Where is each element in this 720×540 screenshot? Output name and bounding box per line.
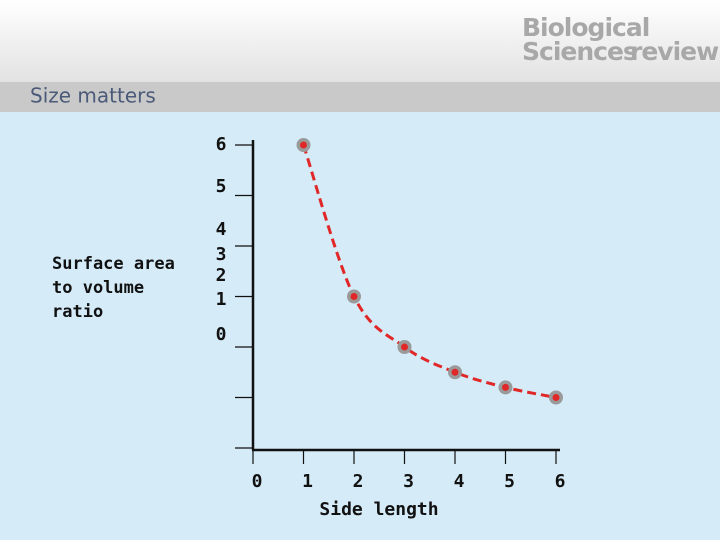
data-point: [549, 390, 563, 405]
x-tick-label: 4: [454, 471, 465, 492]
y-tick-label: 0: [216, 324, 227, 345]
x-tick-label: 1: [302, 471, 313, 492]
y-tick-label: 4: [216, 219, 227, 240]
x-tick-label: 5: [504, 471, 515, 492]
data-point: [397, 340, 412, 354]
x-tick-label: 6: [555, 471, 566, 492]
y-tick-label: 1: [216, 289, 227, 310]
logo-text: Sciences: [522, 37, 637, 66]
y-axis-label: Surface area to volume ratio: [52, 254, 175, 322]
header: [0, 0, 720, 82]
marker-dot: [502, 383, 509, 391]
x-tick-label: 3: [403, 471, 414, 492]
y-tick-label: 3: [216, 244, 227, 265]
marker-dot: [300, 141, 307, 149]
title-bar: [0, 82, 720, 112]
logo-text: review: [630, 37, 719, 66]
x-tick-label: 0: [252, 471, 263, 492]
marker-dot: [350, 293, 358, 300]
x-tick-label: 2: [353, 471, 364, 492]
slide-title: Size matters: [30, 84, 156, 108]
marker-dot: [401, 343, 408, 351]
data-point: [498, 380, 513, 395]
logo-text: Biological: [522, 13, 649, 42]
marker-dot: [451, 368, 459, 376]
data-point: [347, 289, 361, 304]
y-tick-label: 2: [216, 265, 227, 286]
y-tick-label: 5: [216, 176, 227, 197]
data-point: [296, 138, 311, 152]
data-point: [448, 365, 462, 380]
y-tick-label: 6: [216, 134, 227, 155]
x-axis-label: Side length: [319, 499, 438, 520]
marker-dot: [552, 394, 560, 401]
content-bg: [0, 112, 720, 540]
